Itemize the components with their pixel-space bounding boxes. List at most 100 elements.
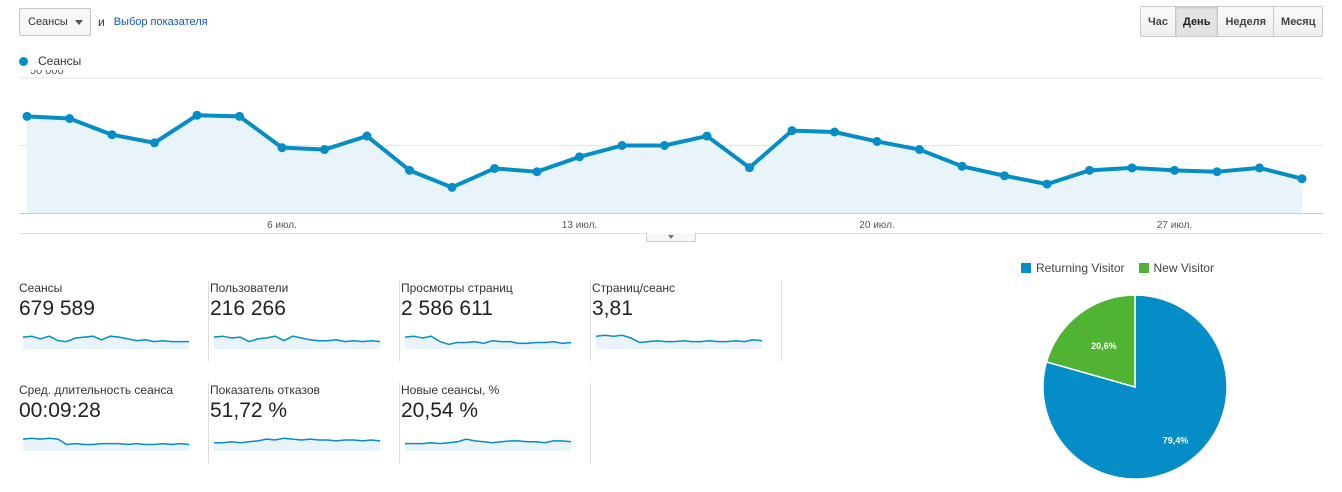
metric-label: Показатель отказов: [210, 383, 320, 397]
data-point: [65, 114, 74, 123]
metric-tile-new-sessions[interactable]: Новые сеансы, % 20,54 %: [401, 383, 591, 463]
data-point: [1042, 179, 1052, 189]
metric-value: 3,81: [592, 297, 633, 320]
sparkline: [404, 335, 572, 349]
sparkline: [595, 334, 763, 349]
metric-value: 2 586 611: [401, 297, 493, 320]
sparkline-area: [214, 336, 380, 349]
period-month-button[interactable]: Месяц: [1274, 7, 1323, 36]
pie-slice-label: 79,4%: [1163, 436, 1189, 446]
data-point: [1212, 167, 1222, 177]
toolbar: Сеансы и Выбор показателя: [19, 8, 208, 36]
sparkline-line: [404, 335, 572, 346]
data-point: [1255, 163, 1264, 173]
metric-value: 51,72 %: [210, 399, 288, 422]
pie-slice-returning: [1042, 294, 1228, 480]
metric-tile-bounce-rate[interactable]: Показатель отказов 51,72 %: [210, 383, 400, 463]
x-tick-label: 13 июл.: [562, 220, 597, 231]
metric-select[interactable]: Сеансы: [19, 8, 91, 36]
sparkline: [22, 437, 190, 451]
sparkline-line: [22, 437, 190, 446]
period-day-button[interactable]: День: [1175, 7, 1219, 36]
legend-dot-icon: [19, 56, 28, 66]
data-point: [1000, 171, 1009, 181]
data-point: [107, 130, 117, 140]
metric-label: Сеансы: [19, 281, 63, 295]
x-tick-label: 6 июл.: [267, 220, 297, 231]
sparkline-area: [405, 439, 571, 451]
collapse-chart-toggle[interactable]: [646, 233, 696, 242]
legend-swatch-icon: [1021, 263, 1031, 273]
data-point: [320, 145, 329, 155]
visitor-type-pie-chart[interactable]: 79,4% 20,6%: [1040, 292, 1230, 482]
pick-metric-link[interactable]: Выбор показателя: [113, 16, 208, 28]
data-point: [235, 111, 244, 121]
period-hour-button[interactable]: Час: [1141, 7, 1176, 36]
sparkline-line: [22, 335, 189, 343]
data-point: [22, 111, 32, 121]
data-point: [915, 145, 924, 155]
data-point: [405, 165, 414, 175]
legend-swatch-icon: [1138, 263, 1149, 273]
chart-legend: Сеансы: [19, 54, 81, 68]
metric-tile-pageviews[interactable]: Просмотры страниц 2 586 611: [401, 281, 591, 361]
period-week-button[interactable]: Неделя: [1218, 7, 1275, 36]
metric-value: 216 266: [210, 297, 286, 320]
and-label: и: [98, 15, 105, 29]
sparkline-area: [23, 336, 189, 349]
sparkline-line: [213, 335, 381, 343]
data-point: [532, 167, 542, 177]
metric-tile-pages-per-session[interactable]: Страниц/сеанс 3,81: [592, 281, 782, 361]
metric-tile-avg-session-duration[interactable]: Сред. длительность сеанса 00:09:28: [19, 383, 209, 463]
pie-legend-new[interactable]: New Visitor: [1138, 261, 1214, 275]
sparkline: [214, 437, 381, 451]
period-selector: Час День Неделя Месяц: [1140, 6, 1324, 37]
pie-legend-label: New Visitor: [1153, 261, 1214, 275]
data-point: [1127, 163, 1137, 173]
data-point: [660, 141, 669, 150]
metric-label: Пользователи: [210, 281, 289, 295]
chevron-down-icon: [75, 20, 83, 25]
data-point: [617, 141, 627, 150]
data-point: [1085, 165, 1094, 175]
y-tick-label: 50 000: [30, 70, 64, 77]
x-tick-label: 27 июл.: [1157, 220, 1192, 231]
chevron-down-icon: [668, 235, 674, 239]
pie-legend: Returning Visitor New Visitor: [1021, 261, 1228, 275]
data-point: [957, 161, 967, 171]
sparkline-line: [405, 438, 572, 445]
sparkline: [213, 335, 381, 349]
sparkline-area: [596, 335, 762, 349]
data-point: [1170, 165, 1179, 175]
metric-label: Просмотры страниц: [401, 281, 513, 295]
metric-select-value: Сеансы: [28, 16, 68, 28]
data-point: [787, 126, 797, 136]
data-point: [1297, 174, 1307, 184]
sparkline: [22, 335, 189, 349]
legend-series-label: Сеансы: [38, 54, 82, 68]
metric-value: 20,54 %: [401, 399, 479, 422]
data-point: [150, 138, 159, 148]
sparkline-line: [214, 437, 381, 444]
metric-value: 679 589: [19, 297, 95, 320]
x-tick-label: 20 июл.: [859, 220, 894, 231]
data-point: [872, 136, 882, 146]
sparkline-line: [595, 334, 763, 344]
metric-label: Страниц/сеанс: [592, 281, 676, 295]
data-point: [575, 152, 584, 162]
metric-value: 00:09:28: [19, 399, 101, 422]
data-point: [490, 163, 499, 173]
pie-legend-returning[interactable]: Returning Visitor: [1021, 261, 1125, 275]
sparkline: [405, 438, 572, 451]
data-point: [447, 182, 457, 192]
metric-tile-sessions[interactable]: Сеансы 679 589: [19, 281, 209, 361]
pie-slice-new: [1045, 294, 1136, 388]
sparkline-area: [23, 438, 189, 451]
pie-legend-label: Returning Visitor: [1036, 261, 1125, 275]
metric-tile-users[interactable]: Пользователи 216 266: [210, 281, 400, 361]
metric-label: Новые сеансы, %: [401, 383, 500, 397]
data-point: [277, 143, 287, 153]
data-point: [362, 131, 372, 141]
metric-label: Сред. длительность сеанса: [19, 383, 174, 397]
